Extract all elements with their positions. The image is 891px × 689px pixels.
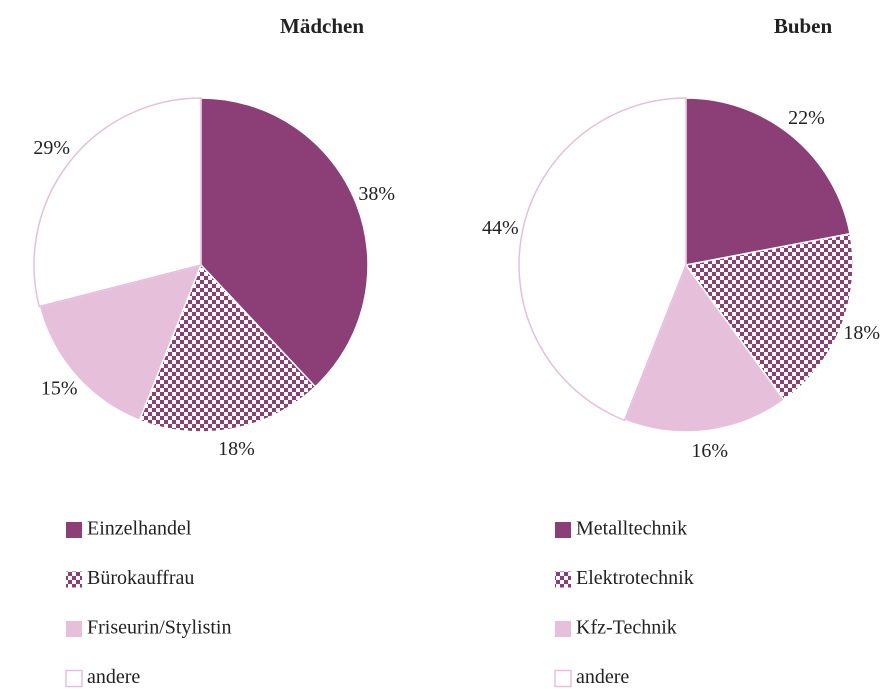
pie-slice [623,263,786,433]
legend-label: andere [87,666,140,688]
data-label: 22% [788,107,825,129]
pie-slice [685,97,851,266]
data-label: 16% [691,440,728,462]
legend-swatch [66,571,82,588]
chart-title: Mädchen [280,14,364,38]
legend-swatch [66,621,82,637]
legend-swatch [65,669,83,688]
legend-label: Kfz-Technik [576,617,677,639]
legend-label: Einzelhandel [87,518,192,540]
data-label: 15% [41,378,78,400]
pie-slice [684,232,854,402]
legend-label: Bürokauffrau [87,567,194,589]
legend-label: Metalltechnik [576,518,687,540]
data-label: 44% [482,217,519,239]
legend-swatch [555,522,571,538]
chart-title: Buben [774,14,833,38]
pie-slice [200,97,369,388]
pie-slice [518,97,687,422]
pie-slice [38,263,203,422]
legend-swatch [555,621,571,637]
data-label: 38% [358,183,395,205]
data-label: 18% [843,322,880,344]
data-label: 29% [33,137,70,159]
pie-slice [138,263,317,433]
legend-label: Elektrotechnik [576,567,694,589]
legend-swatch [555,571,571,588]
data-label: 18% [218,438,255,460]
legend-swatch [554,669,572,688]
legend-label: Friseurin/Stylistin [87,617,231,639]
pie-slice [33,97,202,308]
legend-swatch [66,522,82,538]
legend-label: andere [576,666,629,688]
